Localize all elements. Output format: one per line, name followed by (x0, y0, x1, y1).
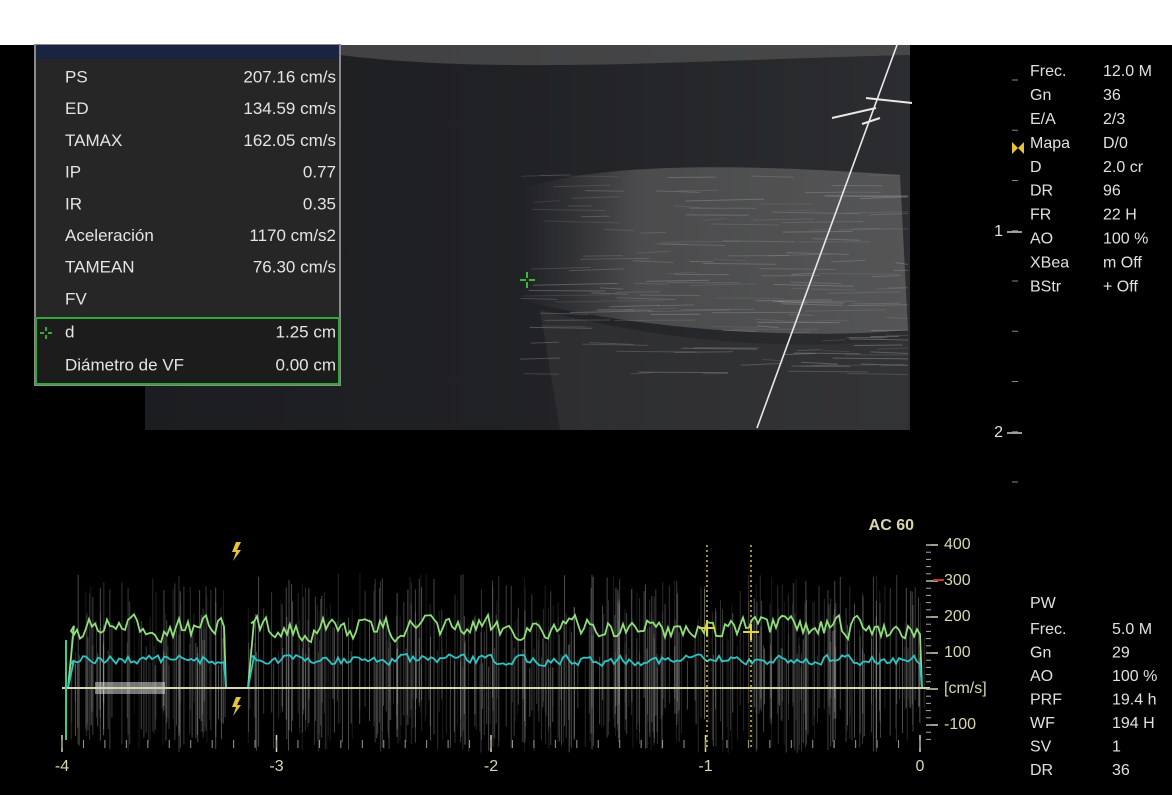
distance-value: 0.00 cm (276, 355, 336, 374)
pw-param-value: 100 % (1112, 668, 1157, 685)
bmode-param-value: m Off (1103, 254, 1142, 271)
measure-value: 134.59 cm/s (243, 99, 336, 118)
pw-param-label: DR (1030, 762, 1053, 779)
speckle (615, 292, 660, 293)
pw-param-value: 36 (1112, 762, 1130, 779)
time-label: -2 (484, 758, 498, 775)
measure-label: IP (65, 163, 81, 182)
panel-header (36, 45, 339, 59)
bmode-param-value: 96 (1103, 183, 1121, 200)
pw-title: PW (1030, 595, 1057, 612)
speckle (640, 295, 700, 296)
depth-label: 2 (994, 424, 1003, 441)
measure-label: IR (65, 194, 82, 213)
pw-param-label: Gn (1030, 645, 1051, 662)
speckle (524, 374, 558, 375)
speckle (783, 231, 853, 232)
bmode-param-value: 2/3 (1103, 111, 1125, 128)
velocity-label: [cm/s] (944, 680, 987, 697)
measure-value: 76.30 cm/s (253, 258, 336, 277)
bmode-param-value: D/0 (1103, 135, 1128, 152)
speckle (529, 291, 606, 292)
speckle (581, 216, 609, 217)
bmode-param-label: D (1030, 159, 1042, 176)
bmode-param-value: + Off (1103, 278, 1138, 295)
bmode-param-value: 2.0 cr (1103, 159, 1144, 176)
measure-value: 162.05 cm/s (243, 131, 336, 150)
speckle (852, 303, 899, 304)
pw-param-label: Frec. (1030, 621, 1066, 638)
pw-param-label: PRF (1030, 692, 1062, 709)
time-label: -3 (269, 758, 283, 775)
measure-value: 0.35 (303, 194, 336, 213)
pw-param-value: 1 (1112, 739, 1121, 756)
speckle (677, 190, 718, 191)
bmode-param-label: Frec. (1030, 63, 1066, 80)
time-label: 0 (916, 758, 925, 775)
velocity-label: -100 (944, 716, 976, 733)
measure-label: PS (65, 67, 88, 86)
bmode-param-label: XBea (1030, 254, 1069, 271)
bmode-param-label: BStr (1030, 278, 1062, 295)
pw-param-label: WF (1030, 715, 1055, 732)
speckle (655, 244, 689, 245)
measure-label: TAMEAN (65, 258, 135, 277)
speckle (585, 191, 624, 192)
measure-label: ED (65, 99, 89, 118)
speckle (616, 351, 697, 352)
measure-value: 1170 cm/s2 (249, 226, 336, 245)
pw-param-value: 5.0 M (1112, 621, 1152, 638)
speckle (641, 232, 666, 233)
distance-value: 1.25 cm (276, 322, 336, 341)
velocity-label: 100 (944, 644, 971, 661)
bmode-param-value: 12.0 M (1103, 63, 1152, 80)
time-label: -4 (55, 758, 69, 775)
bmode-param-value: 100 % (1103, 231, 1148, 248)
bmode-param-value: 22 H (1103, 207, 1137, 224)
speckle (786, 210, 814, 211)
measure-label: TAMAX (65, 131, 122, 150)
velocity-label: 300 (944, 572, 971, 589)
bmode-param-value: 36 (1103, 87, 1121, 104)
measure-label: FV (65, 289, 87, 308)
top-margin (0, 0, 1172, 45)
velocity-label: 400 (944, 536, 971, 553)
time-label: -1 (698, 758, 712, 775)
ultrasound-screen: PS 207.16 cm/s ED 134.59 cm/s TAMAX 162.05 cm… (0, 0, 1172, 795)
speckle (583, 256, 623, 257)
speckle (661, 241, 740, 242)
speckle (854, 345, 903, 346)
scale-label: AC 60 (869, 517, 914, 534)
measure-label: Aceleración (65, 226, 154, 245)
bmode-param-label: AO (1030, 231, 1053, 248)
pw-param-value: 29 (1112, 645, 1130, 662)
velocity-label: 200 (944, 608, 971, 625)
bmode-param-label: Mapa (1030, 135, 1070, 152)
distance-label: Diámetro de VF (65, 355, 184, 374)
bmode-param-label: E/A (1030, 111, 1056, 128)
bmode-param-label: FR (1030, 207, 1051, 224)
bmode-param-label: DR (1030, 183, 1053, 200)
pw-param-value: 194 H (1112, 715, 1155, 732)
pw-param-label: SV (1030, 739, 1052, 756)
pw-param-label: AO (1030, 668, 1053, 685)
bmode-param-label: Gn (1030, 87, 1051, 104)
measure-value: 0.77 (303, 163, 336, 182)
measure-value: 207.16 cm/s (243, 67, 336, 86)
depth-label: 1 (994, 223, 1003, 240)
pw-param-value: 19.4 h (1112, 692, 1156, 709)
distance-label: d (65, 322, 74, 341)
